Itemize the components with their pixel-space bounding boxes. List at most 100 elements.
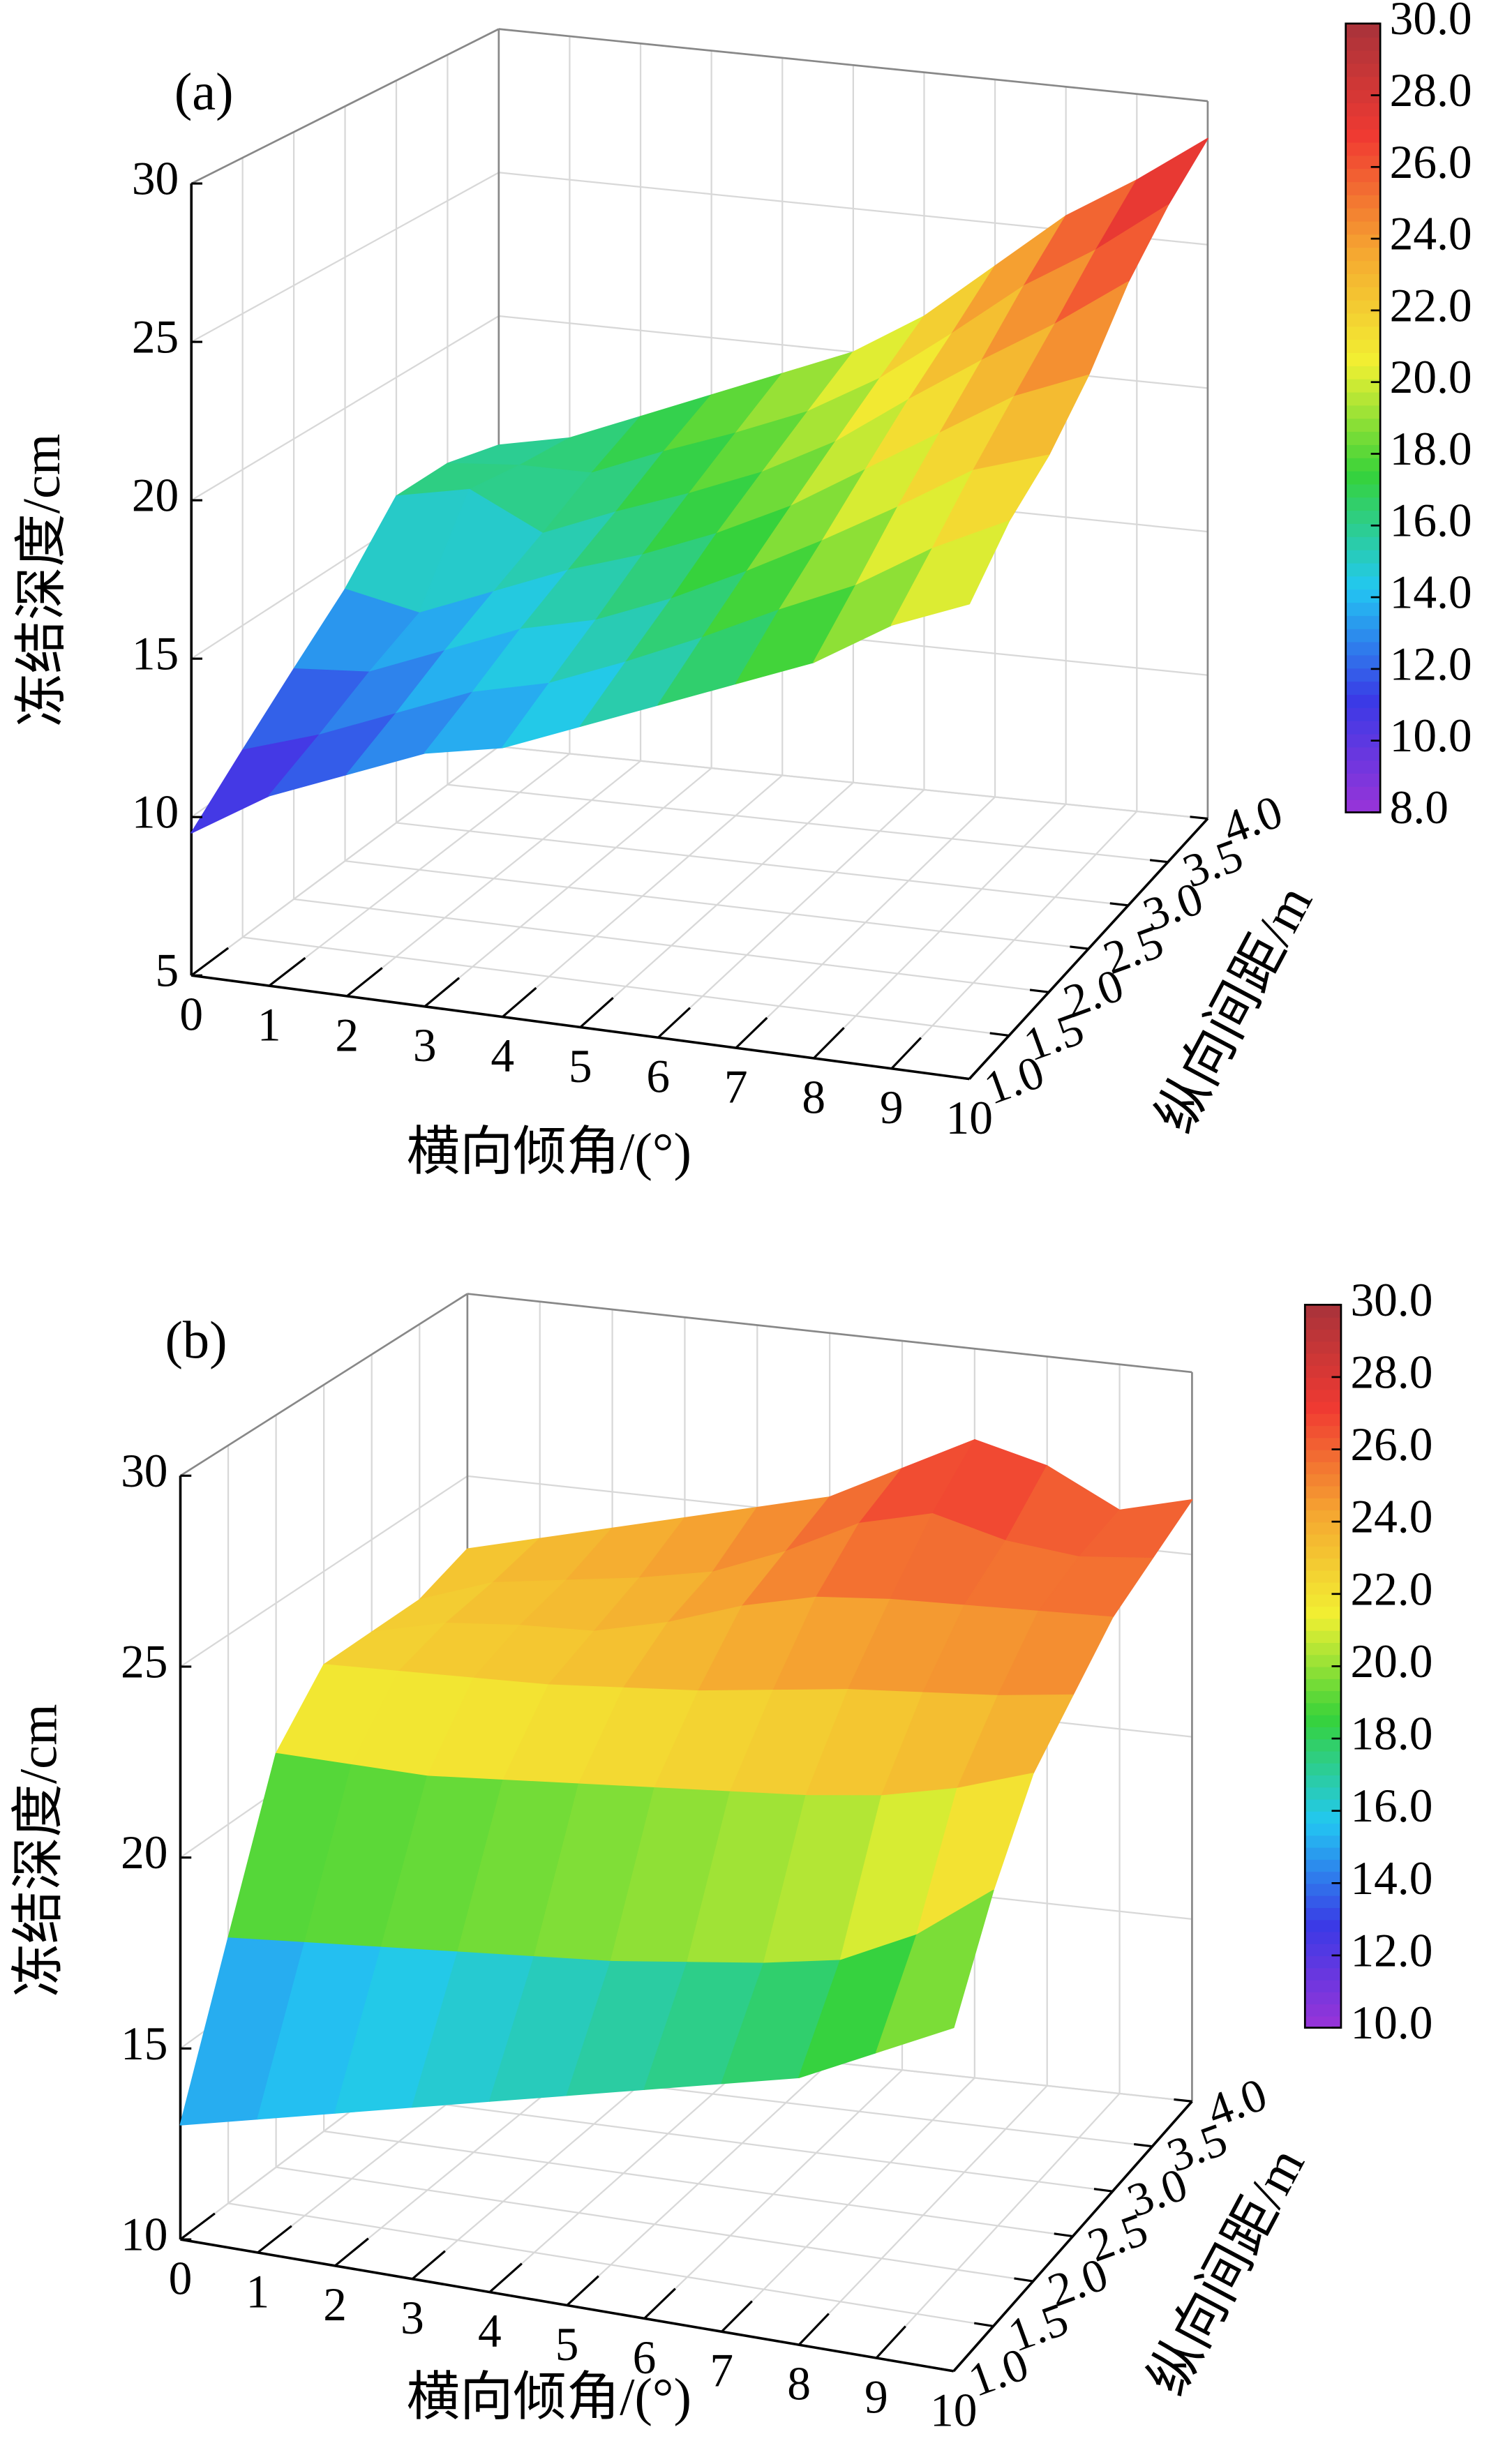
grid-line <box>345 860 1089 950</box>
colorbar-segment <box>1345 549 1381 564</box>
colorbar-segment <box>1345 89 1381 103</box>
tick-mark <box>1070 945 1089 950</box>
colorbar-segment <box>1345 444 1381 458</box>
tick-mark <box>502 986 537 1018</box>
x-tick-label: 3 <box>401 2292 424 2344</box>
colorbar-segment <box>1305 1798 1341 1812</box>
tick-mark <box>334 2237 369 2267</box>
panel-label: (a) <box>174 62 234 121</box>
colorbar-segment <box>1345 589 1381 603</box>
colorbar-segment <box>1345 234 1381 248</box>
colorbar-segment <box>1345 654 1381 669</box>
x-tick-label: 6 <box>633 2331 657 2384</box>
colorbar-segment <box>1345 641 1381 656</box>
colorbar-tick-label: 22.0 <box>1350 1563 1432 1615</box>
grid-line <box>371 2094 1113 2193</box>
colorbar-segment <box>1305 1341 1341 1354</box>
colorbar-tick-label: 22.0 <box>1390 279 1472 331</box>
colorbar-tick-label: 28.0 <box>1390 64 1472 117</box>
colorbar-segment <box>1305 1991 1341 2005</box>
grid-line <box>190 172 500 343</box>
x-tick-label: 5 <box>555 2318 579 2371</box>
grid-line <box>242 936 1010 1037</box>
z-tick-label: 5 <box>156 945 179 997</box>
colorbar-segment <box>1345 746 1381 761</box>
colorbar-tick-label: 28.0 <box>1350 1346 1432 1398</box>
colorbar-segment <box>1345 142 1381 156</box>
x-tick-label: 4 <box>491 1030 514 1082</box>
colorbar-segment <box>1345 168 1381 183</box>
colorbar-tick-label: 16.0 <box>1390 495 1472 547</box>
colorbar-tick-label: 24.0 <box>1350 1491 1432 1543</box>
z-tick-label: 30 <box>132 153 179 205</box>
x-tick-label: 7 <box>710 2345 733 2397</box>
colorbar-tick-label: 12.0 <box>1350 1924 1432 1976</box>
colorbar-segment <box>1345 430 1381 445</box>
colorbar-segment <box>1305 1690 1341 1704</box>
colorbar-segment <box>1305 1979 1341 1992</box>
colorbar-segment <box>1345 510 1381 524</box>
x-tick-label: 6 <box>646 1051 670 1103</box>
colorbar-segment <box>1305 1376 1341 1390</box>
x-tick-label: 8 <box>802 1071 825 1123</box>
colorbar-segment <box>1305 1522 1341 1535</box>
colorbar-tick-label: 14.0 <box>1390 566 1472 619</box>
x-tick-label: 10 <box>946 1092 993 1144</box>
colorbar-segment <box>1305 1642 1341 1655</box>
tick-mark <box>952 2338 983 2372</box>
tick-mark <box>488 2262 523 2293</box>
x-tick-label: 10 <box>930 2384 977 2436</box>
colorbar-segment <box>1305 1473 1341 1487</box>
colorbar-tick-label: 14.0 <box>1350 1852 1432 1905</box>
tick-mark <box>190 947 230 977</box>
colorbar-segment <box>1305 1678 1341 1692</box>
colorbar-segment <box>1345 391 1381 406</box>
colorbar-segment <box>1305 1762 1341 1776</box>
colorbar-segment <box>1305 1570 1341 1583</box>
colorbar-segment <box>1345 352 1381 366</box>
colorbar-tick-label: 24.0 <box>1390 208 1472 260</box>
colorbar-segment <box>1305 1328 1341 1342</box>
colorbar-segment <box>1345 326 1381 340</box>
colorbar-tick-label: 16.0 <box>1350 1780 1432 1832</box>
colorbar-segment <box>1305 1425 1341 1438</box>
tick-mark <box>346 967 383 998</box>
colorbar-segment <box>1345 102 1381 117</box>
tick-mark <box>424 977 461 1007</box>
colorbar-segment <box>1345 562 1381 577</box>
colorbar-segment <box>1345 536 1381 550</box>
colorbar-segment <box>1305 1413 1341 1427</box>
tick-mark <box>411 2250 446 2280</box>
grid-line <box>324 2130 1073 2237</box>
tick-mark <box>179 2212 216 2241</box>
tick-mark <box>721 2300 753 2333</box>
colorbar-segment <box>1345 470 1381 485</box>
colorbar-segment <box>1305 1726 1341 1740</box>
colorbar-tick-label: 8.0 <box>1390 781 1449 834</box>
x-axis-label: 横向倾角/(°) <box>407 1122 691 1182</box>
colorbar-segment <box>1305 1353 1341 1366</box>
colorbar-segment <box>1305 1858 1341 1872</box>
x-tick-label: 0 <box>179 989 203 1041</box>
colorbar-segment <box>1305 1389 1341 1402</box>
grid-line <box>396 822 1129 906</box>
colorbar-segment <box>1305 1931 1341 1944</box>
colorbar-segment <box>1345 194 1381 209</box>
box-edge <box>498 28 1208 103</box>
tick-mark <box>566 2275 599 2306</box>
z-tick-label: 30 <box>121 1445 167 1497</box>
tick-mark <box>657 1007 691 1039</box>
colorbar-segment <box>1305 1955 1341 1969</box>
colorbar-segment <box>1345 299 1381 314</box>
tick-mark <box>1174 2098 1192 2103</box>
tick-mark <box>968 1046 999 1080</box>
tick-mark <box>1190 816 1208 820</box>
colorbar-segment <box>1305 1714 1341 1727</box>
colorbar-segment <box>1305 1847 1341 1860</box>
colorbar-segment <box>1305 1618 1341 1631</box>
colorbar-segment <box>1305 1738 1341 1752</box>
grid-line <box>190 746 500 977</box>
tick-mark <box>643 2288 676 2320</box>
grid-line <box>498 745 1208 820</box>
